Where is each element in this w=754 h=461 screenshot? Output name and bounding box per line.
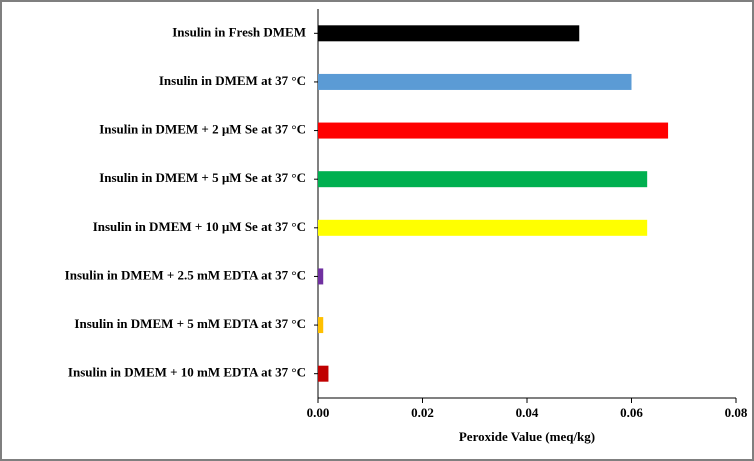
x-tick-label: 0.00 xyxy=(307,405,330,420)
x-tick-label: 0.06 xyxy=(620,405,643,420)
y-tick-label: Insulin in DMEM + 5 µM Se at 37 °C xyxy=(99,170,306,185)
y-tick-label: Insulin in DMEM + 10 mM EDTA at 37 °C xyxy=(68,365,306,380)
x-tick-label: 0.04 xyxy=(516,405,539,420)
bar xyxy=(318,317,324,334)
bar xyxy=(318,122,669,139)
y-tick-label: Insulin in DMEM + 2.5 mM EDTA at 37 °C xyxy=(65,267,306,282)
y-tick-label: Insulin in DMEM at 37 °C xyxy=(159,73,306,88)
bar xyxy=(318,365,329,382)
bar xyxy=(318,171,648,188)
bar xyxy=(318,73,632,90)
x-tick-label: 0.02 xyxy=(411,405,434,420)
y-tick-label: Insulin in Fresh DMEM xyxy=(172,24,306,39)
bar xyxy=(318,219,648,236)
x-axis-title: Peroxide Value (meq/kg) xyxy=(459,429,595,444)
x-tick-label: 0.08 xyxy=(725,405,748,420)
bar xyxy=(318,268,324,285)
bar xyxy=(318,25,580,42)
y-tick-label: Insulin in DMEM + 10 µM Se at 37 °C xyxy=(93,219,306,234)
y-tick-label: Insulin in DMEM + 5 mM EDTA at 37 °C xyxy=(74,316,306,331)
y-tick-label: Insulin in DMEM + 2 µM Se at 37 °C xyxy=(99,122,306,137)
